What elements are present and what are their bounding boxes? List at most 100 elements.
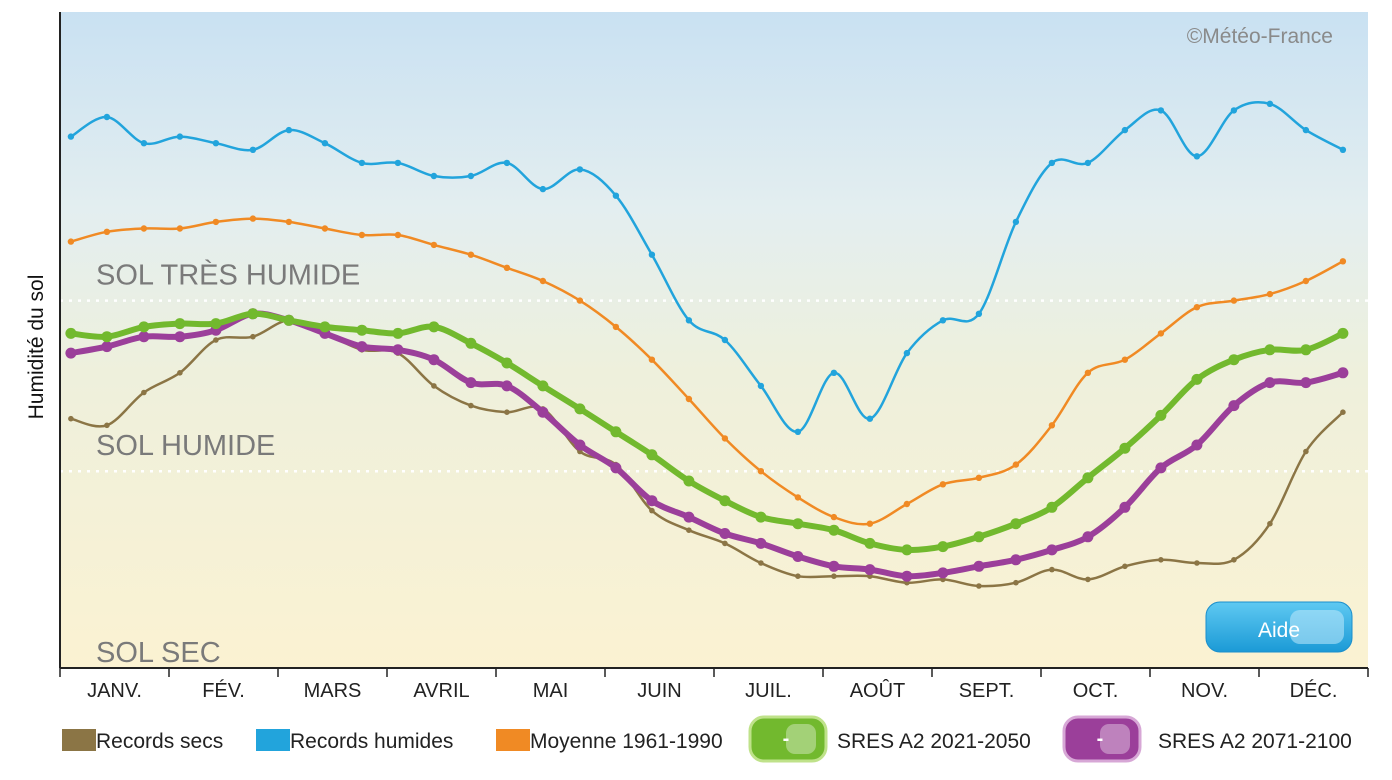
data-point <box>975 474 983 481</box>
data-point <box>319 321 331 333</box>
data-point <box>1012 218 1020 226</box>
legend-toggle-sres-2071-2100[interactable]: - <box>1062 715 1142 763</box>
data-point <box>1300 344 1312 356</box>
data-point <box>975 310 983 317</box>
data-point <box>649 507 655 514</box>
help-button[interactable]: Aide <box>1205 601 1353 653</box>
data-point <box>1266 290 1274 298</box>
data-point <box>1158 557 1164 563</box>
data-point <box>830 369 838 376</box>
data-point <box>249 215 257 222</box>
data-point <box>866 415 874 422</box>
data-point <box>1119 501 1131 513</box>
data-point <box>283 314 295 326</box>
data-point <box>1191 373 1203 385</box>
data-point <box>612 323 620 331</box>
data-point <box>721 435 729 442</box>
data-point <box>138 321 150 333</box>
data-point <box>65 347 77 359</box>
data-point <box>973 560 985 572</box>
data-point <box>356 324 368 336</box>
data-point <box>1049 566 1055 573</box>
x-tick-label: OCT. <box>1073 680 1119 702</box>
x-tick-label: AOÛT <box>850 679 906 702</box>
data-point <box>1339 258 1347 265</box>
data-point <box>903 500 911 508</box>
data-point <box>755 511 767 523</box>
data-point <box>1264 344 1276 356</box>
data-point <box>285 218 293 226</box>
data-point <box>1121 356 1129 363</box>
data-point <box>574 403 586 415</box>
x-tick-label: FÉV. <box>202 679 245 702</box>
data-point <box>501 380 513 392</box>
data-point <box>612 192 620 199</box>
data-point <box>1228 354 1240 366</box>
data-point <box>1155 409 1167 421</box>
data-point <box>1303 448 1309 455</box>
data-point <box>792 551 804 562</box>
data-point <box>539 185 547 193</box>
zone-group: SOL TRÈS HUMIDE SOL HUMIDE SOL SEC <box>60 259 1368 669</box>
data-point <box>104 422 110 429</box>
data-point <box>939 317 947 324</box>
data-point <box>285 126 293 134</box>
x-tick-label: NOV. <box>1181 680 1228 702</box>
data-point <box>138 331 150 343</box>
legend-label-sres-2021-2050: SRES A2 2021-2050 <box>837 730 1031 753</box>
data-point <box>1266 100 1274 108</box>
data-point <box>67 238 75 245</box>
data-point <box>755 537 767 549</box>
legend-swatch-records-humides <box>256 729 290 751</box>
data-point <box>177 370 183 376</box>
data-point <box>101 341 113 353</box>
series-records-humides <box>67 100 1347 435</box>
data-point <box>321 225 329 232</box>
data-point <box>465 377 477 389</box>
data-point <box>1155 462 1167 474</box>
data-point <box>141 389 147 396</box>
legend-label-records-humides: Records humides <box>290 730 453 753</box>
data-point <box>1231 557 1237 563</box>
data-point <box>392 327 404 339</box>
data-point <box>1302 126 1310 134</box>
x-tick-label: SEPT. <box>959 680 1015 702</box>
data-point <box>794 494 802 501</box>
data-point <box>646 449 658 461</box>
data-point <box>901 544 913 556</box>
data-point <box>213 337 219 343</box>
data-point <box>394 159 402 167</box>
data-point <box>1300 377 1312 389</box>
series-moyenne <box>67 215 1347 527</box>
data-point <box>976 583 982 589</box>
data-point <box>864 537 876 549</box>
legend-toggle-sres-2021-2050[interactable]: - <box>748 715 828 763</box>
zone-label-0: SOL TRÈS HUMIDE <box>96 259 360 292</box>
data-point <box>686 527 692 533</box>
data-point <box>1337 327 1349 339</box>
data-point <box>1194 560 1200 566</box>
legend-label-records-secs: Records secs <box>96 730 223 753</box>
data-point <box>719 495 731 507</box>
y-axis-label: Humidité du sol <box>25 275 48 420</box>
data-point <box>101 331 113 343</box>
copyright-text: ©Météo-France <box>1187 25 1333 48</box>
data-point <box>939 481 947 488</box>
data-point <box>866 520 874 527</box>
minus-icon: - <box>1097 728 1104 750</box>
data-point <box>503 264 511 271</box>
data-point <box>719 528 731 539</box>
data-point <box>1046 501 1058 513</box>
data-point <box>683 475 695 487</box>
legend-label-sres-2071-2100: SRES A2 2071-2100 <box>1158 730 1352 753</box>
data-point <box>576 166 584 173</box>
series-group <box>65 100 1349 589</box>
zone-label-1: SOL HUMIDE <box>96 430 275 462</box>
data-point <box>973 531 985 543</box>
data-point <box>65 327 77 339</box>
data-point <box>1337 367 1349 379</box>
data-point <box>1121 126 1129 134</box>
series-sres-2021-2050 <box>65 308 1349 556</box>
data-point <box>721 336 729 344</box>
